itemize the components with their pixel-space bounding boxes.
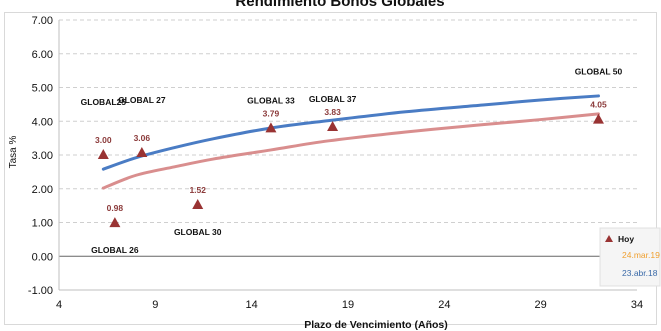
x-tick-label: 29 [535,299,547,311]
legend: Hoy 24.mar.19 23.abr.18 [599,227,661,287]
x-tick-label: 9 [152,299,158,311]
x-axis-title: Plazo de Vencimiento (Años) [304,319,448,331]
curve-0 [101,112,600,190]
value-label-2: 3.06 [134,133,151,143]
bond-label-3: GLOBAL 30 [174,227,222,237]
curve-1 [101,94,600,171]
value-label-6: 4.05 [590,100,607,110]
chart-title: Rendimiento Bonos Globales [235,0,444,10]
x-tick-label: 24 [438,299,450,311]
value-label-4: 3.79 [263,108,280,118]
x-tick-label: 19 [342,299,354,311]
curve-lines [101,94,600,190]
x-tick-label: 34 [631,299,643,311]
data-point-6 [592,113,604,124]
y-tick-label: 6.00 [32,49,53,61]
y-tick-label: 3.00 [32,150,53,162]
data-labels: 3.000.983.061.523.79 3.834.05GLOBAL25GLOB… [81,67,623,256]
legend-marker-hoy [605,235,613,242]
legend-label-hoy: Hoy [618,234,634,244]
data-point-5 [327,120,339,131]
bond-label-1: GLOBAL 26 [91,245,139,255]
data-point-2 [136,146,148,157]
value-label-3: 1.52 [189,185,206,195]
bond-label-4: GLOBAL 33 [247,95,295,105]
plot-area-border [4,12,657,325]
bond-label-5: GLOBAL 37 [309,94,357,104]
y-tick-label: 4.00 [32,116,53,128]
y-tick-label: 0.00 [32,251,53,263]
bond-label-2: GLOBAL 27 [118,95,166,105]
value-label-1: 0.98 [107,203,124,213]
y-tick-label: 1.00 [32,218,53,230]
data-point-0 [97,149,109,159]
legend-label-2: 23.abr.18 [622,268,658,278]
data-point-3 [192,198,204,209]
axes: -1.00 0.00 1.00 2.00 3.00 4.00 5.00 6.00 7.00 4 9 1… [28,15,643,311]
y-tick-label: -1.00 [28,285,53,297]
data-point-4 [265,122,277,133]
y-tick-label: 5.00 [32,83,53,95]
value-label-0: 3.00 [95,135,112,145]
y-axis-title: Tasa % [8,135,19,168]
value-label-5: 3.83 [324,107,341,117]
bond-label-6: GLOBAL 50 [575,67,623,77]
y-tick-label: 7.00 [32,15,53,27]
data-markers [97,113,604,228]
x-tick-label: 14 [246,299,258,311]
data-point-1 [109,217,121,228]
bond-label-0: GLOBAL25 [81,97,127,107]
x-tick-label: 4 [56,299,62,311]
y-tick-label: 2.00 [32,184,53,196]
legend-label-1: 24.mar.19 [622,250,660,260]
